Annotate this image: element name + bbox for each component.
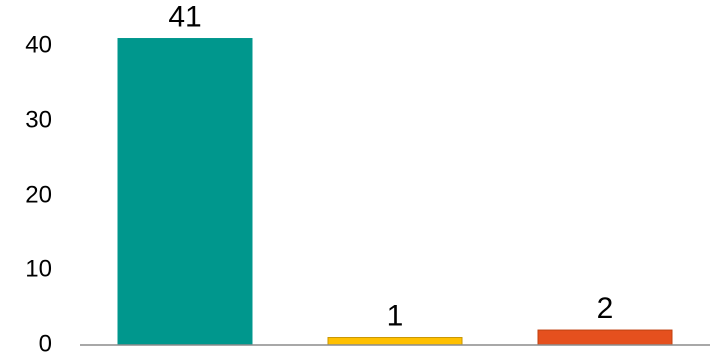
bar-2 [537,329,673,346]
data-label-1: 1 [387,300,404,333]
bars-group [117,38,673,346]
y-axis-tick-labels: 0 10 20 30 40 [25,31,52,357]
bar-1 [327,337,463,346]
y-tick-label-0: 0 [39,330,52,357]
y-tick-label-10: 10 [25,255,52,282]
data-label-2: 2 [597,292,614,325]
y-tick-label-30: 30 [25,106,52,133]
y-tick-label-20: 20 [25,181,52,208]
bar-0 [117,38,253,346]
data-label-0: 41 [168,1,201,34]
y-tick-label-40: 40 [25,31,52,58]
data-labels-group: 41 1 2 [168,1,613,333]
